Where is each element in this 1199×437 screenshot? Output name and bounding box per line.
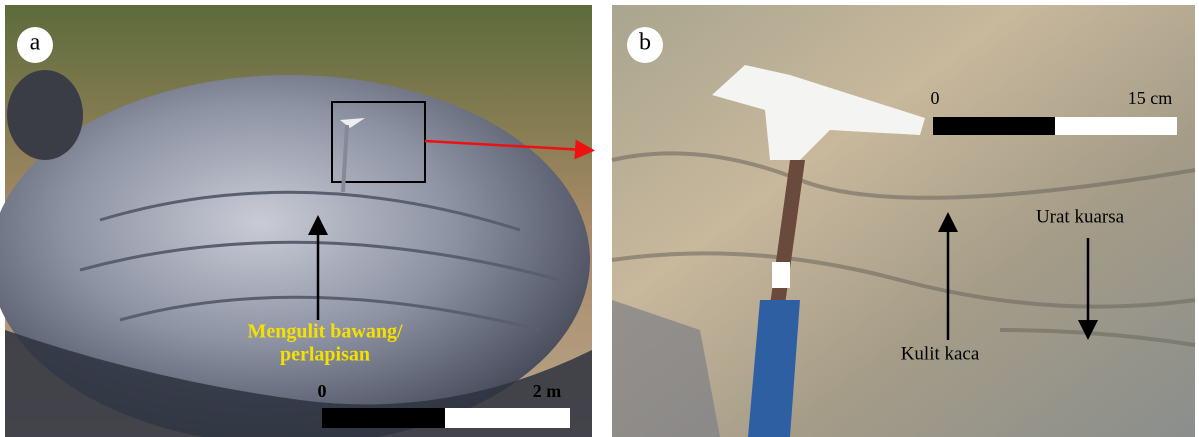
annotation: Urat kuarsa	[1036, 206, 1125, 227]
panel-label: a	[30, 30, 41, 56]
annotation: Mengulit bawang/	[247, 321, 402, 343]
scale-label: 15 cm	[1128, 88, 1173, 108]
scale-label: 0	[318, 381, 327, 401]
panel-label: b	[639, 30, 651, 56]
photo-b: b 0 15 cm Urat kuarsa Kulit kaca	[611, 5, 1196, 437]
annotation: perlapisan	[280, 344, 370, 366]
scale-label: 0	[931, 88, 940, 108]
annotation: Kulit kaca	[901, 343, 980, 364]
photo-a: a Mengulit bawang/ perlapisan 0 2 m	[0, 5, 595, 437]
scale-label: 2 m	[533, 381, 562, 401]
